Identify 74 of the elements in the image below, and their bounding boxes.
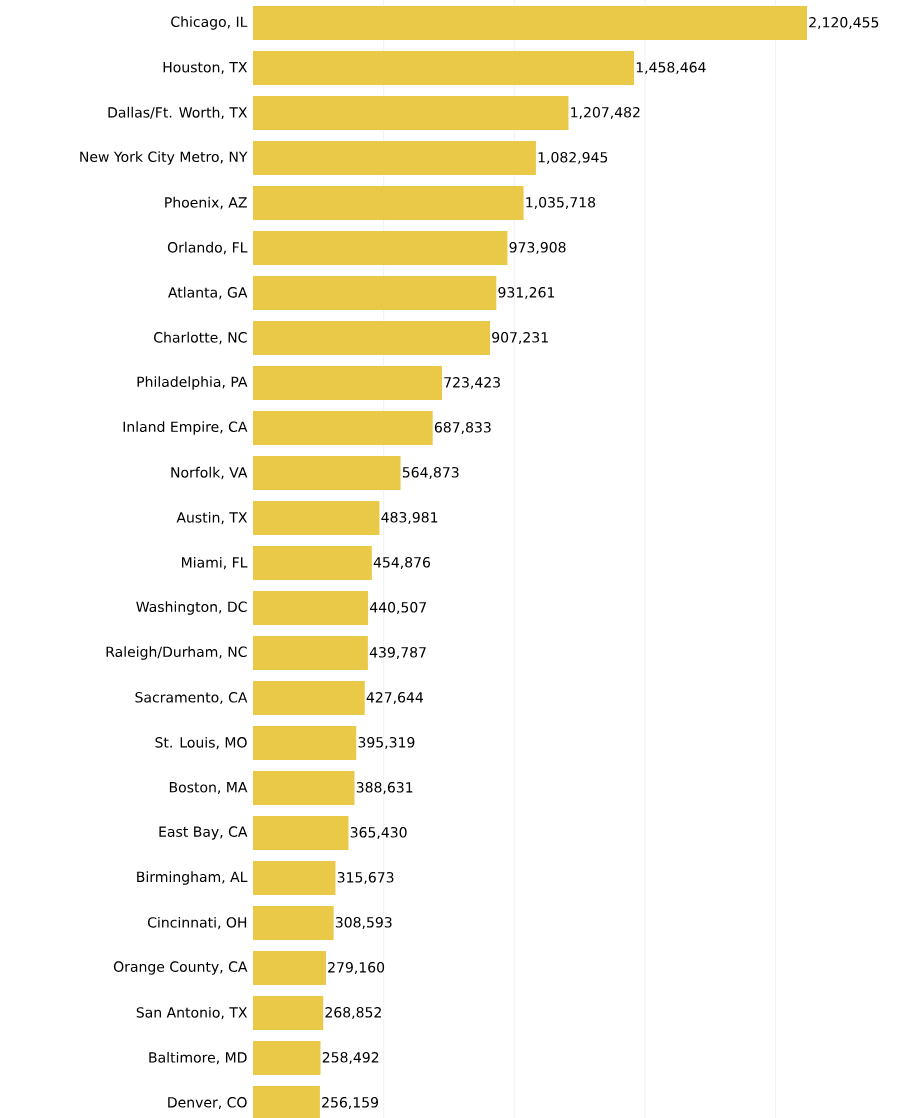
y-tick-label: Birmingham, AL — [137, 871, 248, 885]
data-label: 256,159 — [322, 1097, 379, 1110]
bar — [253, 275, 497, 311]
data-label: 315,673 — [337, 872, 394, 885]
y-tick-label: St. Louis, MO — [155, 736, 247, 750]
y-tick-label: Atlanta, GA — [168, 286, 248, 300]
data-label: 973,908 — [509, 241, 566, 255]
y-tick-label: San Antonio, TX — [136, 1006, 248, 1020]
bar — [253, 185, 524, 221]
data-label: 907,231 — [492, 331, 548, 345]
bar — [253, 635, 368, 671]
data-label: 1,207,482 — [571, 106, 640, 119]
data-label: 395,319 — [358, 737, 415, 750]
data-label: 723,423 — [444, 376, 500, 390]
data-label: 687,833 — [434, 421, 491, 435]
y-tick-label: Denver, CO — [168, 1097, 247, 1110]
bar — [253, 500, 380, 536]
bar — [253, 455, 401, 491]
y-tick-label: Boston, MA — [169, 782, 248, 794]
y-tick-label: Charlotte, NC — [154, 331, 247, 345]
bar — [253, 995, 324, 1031]
bar — [253, 1040, 321, 1076]
bar — [253, 860, 336, 896]
bar — [253, 680, 365, 716]
y-tick-label: Sacramento, CA — [135, 691, 248, 705]
y-tick-label: East Bay, CA — [159, 826, 248, 840]
bar — [253, 230, 508, 266]
y-tick-label: Baltimore, MD — [149, 1051, 247, 1065]
data-label: 1,458,464 — [636, 61, 706, 74]
y-tick-label: Dallas/Ft. Worth, TX — [108, 106, 248, 120]
data-label: 564,873 — [402, 466, 459, 480]
y-tick-label: New York City Metro, NY — [80, 151, 248, 165]
bar — [253, 590, 369, 626]
y-tick-label: Orlando, FL — [167, 241, 248, 255]
data-label: 279,160 — [328, 962, 385, 975]
bar — [253, 365, 443, 401]
bar — [253, 410, 433, 446]
y-tick-label: Phoenix, AZ — [165, 196, 247, 210]
y-tick-label: Houston, TX — [163, 62, 248, 74]
y-tick-label: Cincinnati, OH — [147, 916, 247, 930]
data-label: 439,787 — [369, 646, 426, 660]
y-tick-label: Chicago, IL — [171, 16, 248, 30]
y-tick-label: Washington, DC — [136, 601, 247, 615]
data-label: 308,593 — [335, 917, 392, 930]
y-tick-label: Raleigh/Durham, NC — [106, 646, 247, 660]
data-label: 440,507 — [369, 601, 426, 615]
bar — [253, 545, 372, 581]
bar — [253, 770, 355, 806]
bar — [253, 815, 349, 851]
bar — [253, 905, 334, 941]
y-tick-label: Philadelphia, PA — [137, 376, 248, 390]
y-tick-label: Miami, FL — [182, 556, 248, 570]
data-label: 427,644 — [366, 691, 424, 705]
data-label: 454,876 — [373, 556, 431, 570]
data-label: 931,261 — [498, 286, 555, 300]
y-tick-label: Orange County, CA — [113, 961, 248, 975]
data-label: 388,631 — [356, 782, 413, 795]
data-label: 2,120,455 — [809, 16, 879, 29]
data-label: 268,852 — [325, 1007, 381, 1020]
data-label: 365,430 — [350, 827, 407, 840]
bar — [253, 320, 491, 356]
data-label: 1,035,718 — [526, 196, 596, 209]
data-label: 258,492 — [322, 1052, 379, 1065]
y-tick-label: Inland Empire, CA — [123, 421, 248, 435]
data-label: 1,082,945 — [538, 151, 608, 164]
bar — [253, 50, 635, 86]
bar — [253, 95, 569, 131]
data-label: 483,981 — [381, 511, 438, 525]
bar — [253, 725, 357, 761]
y-tick-label: Austin, TX — [176, 511, 248, 525]
bar — [253, 5, 808, 41]
bar — [253, 950, 326, 986]
bar — [253, 140, 536, 176]
y-tick-label: Norfolk, VA — [171, 466, 248, 480]
